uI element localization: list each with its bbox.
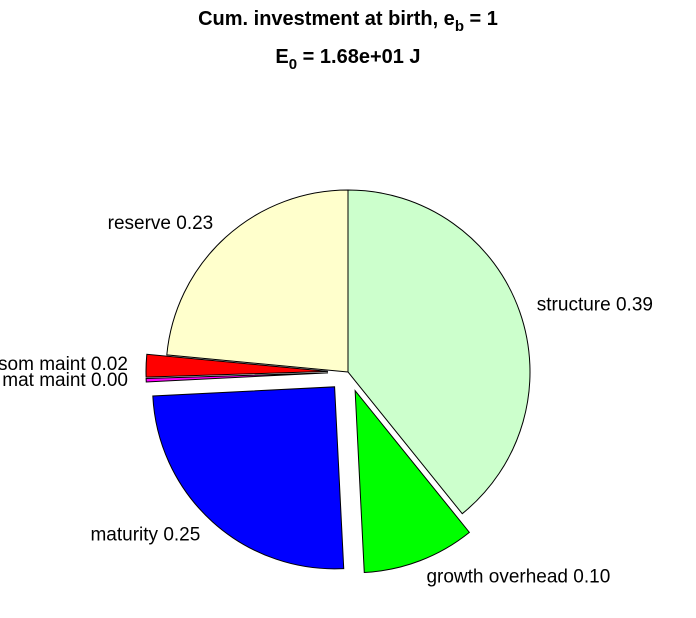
slice-label: mat maint 0.00 xyxy=(2,370,128,391)
slice-value: 0.10 xyxy=(573,567,610,588)
title-text: Cum. investment at birth, e xyxy=(198,8,455,30)
slice-name: structure xyxy=(537,294,611,315)
pie-slice xyxy=(145,372,329,383)
slice-value: 0.25 xyxy=(163,524,200,545)
slice-label: maturity 0.25 xyxy=(90,524,200,545)
slice-label: structure 0.39 xyxy=(537,294,653,315)
title-text: = 1 xyxy=(464,8,498,30)
slice-name: maturity xyxy=(90,524,158,545)
pie-slice xyxy=(145,353,329,378)
chart-title: Cum. investment at birth, eb = 1 xyxy=(198,8,498,35)
slice-label: reserve 0.23 xyxy=(108,213,214,234)
slice-name: som maint xyxy=(0,354,86,375)
title-subscript: b xyxy=(455,18,464,35)
slice-name: growth overhead xyxy=(426,567,568,588)
pie-slice xyxy=(347,189,531,515)
slice-value: 0.02 xyxy=(91,354,128,375)
slice-value: 0.23 xyxy=(176,213,213,234)
slice-name: mat maint xyxy=(2,370,86,391)
pie-slice xyxy=(152,386,345,570)
slice-name: reserve xyxy=(108,213,171,234)
slice-value: 0.39 xyxy=(616,294,653,315)
pie-slice xyxy=(166,189,349,373)
subtitle-subscript: 0 xyxy=(289,56,297,73)
slice-label: som maint 0.02 xyxy=(0,354,128,375)
chart-subtitle: E0 = 1.68e+01 J xyxy=(275,46,420,73)
pie-slice xyxy=(354,389,471,573)
subtitle-text: E xyxy=(275,46,288,68)
subtitle-text: = 1.68e+01 J xyxy=(297,46,420,68)
slice-value: 0.00 xyxy=(91,370,128,391)
slice-label: growth overhead 0.10 xyxy=(426,567,610,588)
